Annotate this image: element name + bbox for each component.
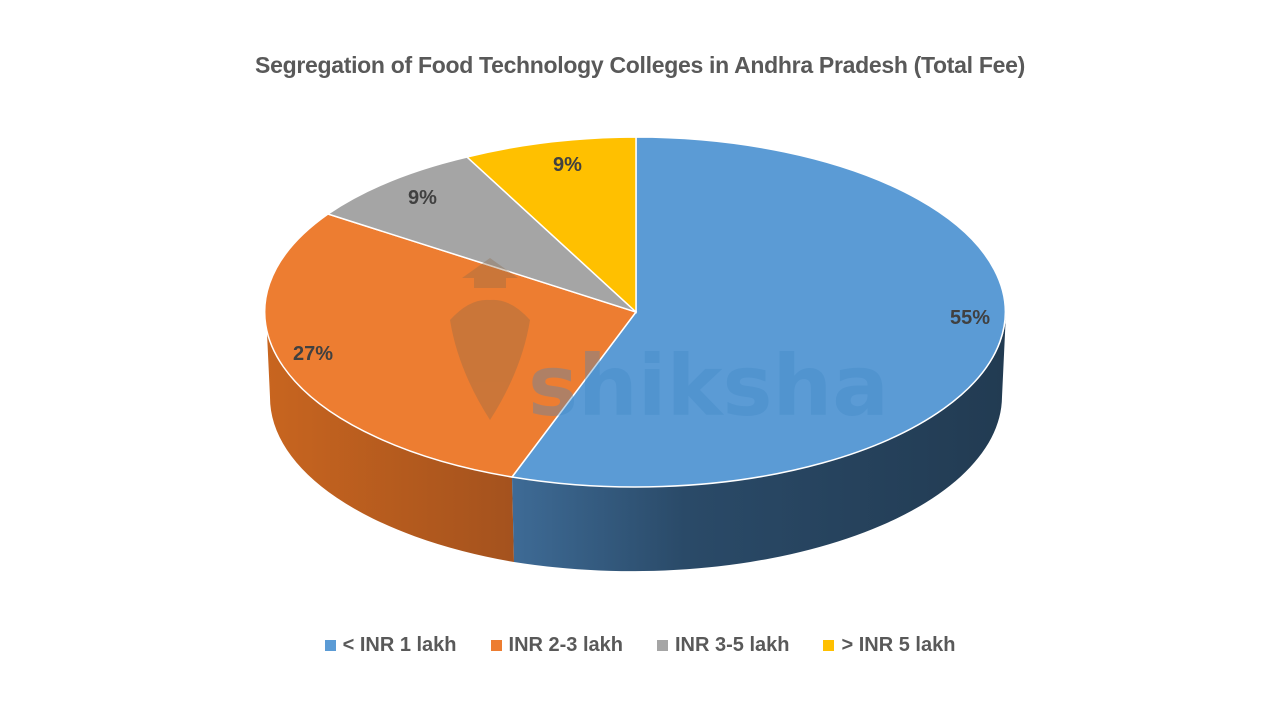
legend-swatch-yellow xyxy=(823,640,835,651)
legend-label: INR 3-5 lakh xyxy=(675,634,790,656)
data-label-2-3-lakh: 27% xyxy=(293,343,333,365)
pie-sides xyxy=(265,312,1007,572)
legend-item-lt-1-lakh[interactable]: < INR 1 lakh xyxy=(324,634,457,657)
data-label-3-5-lakh: 9% xyxy=(408,187,437,209)
legend-swatch-gray xyxy=(657,640,668,651)
legend: < INR 1 lakh INR 2-3 lakh INR 3-5 lakh >… xyxy=(0,634,1280,657)
slice-3-5-lakh[interactable] xyxy=(326,156,637,313)
data-label-lt-1-lakh: 55% xyxy=(950,307,990,329)
pie-top xyxy=(263,136,1006,488)
side-orange xyxy=(265,312,514,562)
data-label-gt-5-lakh: 9% xyxy=(553,154,582,176)
legend-item-gt-5-lakh[interactable]: > INR 5 lakh xyxy=(823,634,955,657)
side-blue xyxy=(512,312,1007,572)
graduation-cap-icon xyxy=(462,258,518,288)
chart-title: Segregation of Food Technology Colleges … xyxy=(255,52,1025,78)
slice-lt-1-lakh[interactable] xyxy=(510,136,1006,488)
pen-nib-icon xyxy=(450,299,530,420)
legend-item-3-5-lakh[interactable]: INR 3-5 lakh xyxy=(657,634,789,657)
legend-label: > INR 5 lakh xyxy=(841,634,956,656)
legend-swatch-orange xyxy=(490,640,502,651)
legend-label: < INR 1 lakh xyxy=(342,634,457,656)
legend-swatch-blue xyxy=(324,640,336,651)
shiksha-watermark: shiksha xyxy=(450,258,889,435)
watermark-text: shiksha xyxy=(528,337,889,435)
legend-label: INR 2-3 lakh xyxy=(508,634,623,656)
slice-gt-5-lakh[interactable] xyxy=(465,136,637,314)
legend-item-2-3-lakh[interactable]: INR 2-3 lakh xyxy=(490,634,623,657)
slice-2-3-lakh[interactable] xyxy=(263,213,638,478)
